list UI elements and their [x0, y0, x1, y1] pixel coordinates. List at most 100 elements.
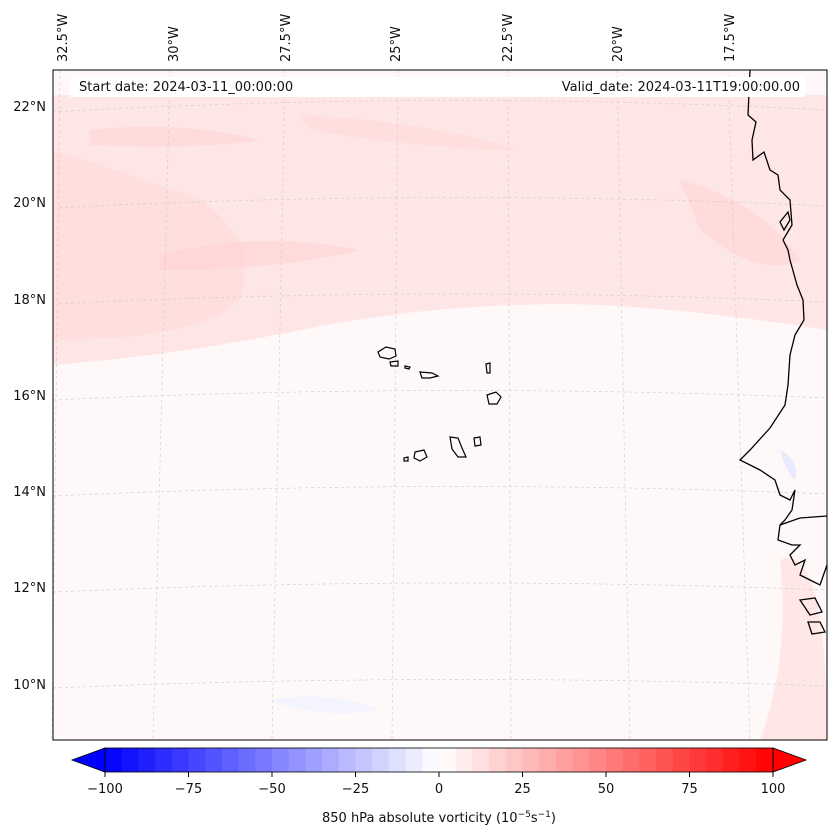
colorbar-step — [255, 748, 273, 772]
cb-tick-label: −75 — [175, 782, 202, 797]
colorbar-extend-max — [772, 747, 808, 773]
cb-tick-label: −50 — [258, 782, 285, 797]
colorbar-step — [589, 748, 607, 772]
lat-label-18n: 18°N — [13, 293, 46, 308]
colorbar-step — [171, 748, 189, 772]
colorbar-tick-labels: −100 −75 −50 −25 0 25 50 75 100 — [87, 782, 785, 797]
island-sal — [485, 362, 491, 374]
island-fogo — [413, 449, 428, 462]
colorbar-step — [155, 748, 173, 772]
cb-tick-label: 75 — [681, 782, 698, 797]
colorbar-step — [138, 748, 156, 772]
coastline-gambia-guinea — [777, 515, 828, 635]
vorticity-negative-patch-2 — [270, 696, 380, 714]
colorbar: −100 −75 −50 −25 0 25 50 75 100 850 hPa … — [70, 747, 808, 826]
cb-tick-label: 50 — [598, 782, 615, 797]
map-frame — [52, 69, 828, 741]
colorbar-step — [489, 748, 507, 772]
vorticity-streak-2 — [300, 115, 520, 150]
lon-label-30w: 30°W — [167, 26, 182, 62]
cb-tick-label: −100 — [87, 782, 123, 797]
colorbar-step — [606, 748, 624, 772]
colorbar-step — [372, 748, 390, 772]
colorbar-step — [639, 748, 657, 772]
lat-label-14n: 14°N — [13, 485, 46, 500]
colorbar-steps — [105, 748, 774, 772]
colorbar-step — [322, 748, 340, 772]
lon-label-22-5w: 22.5°W — [501, 14, 516, 62]
lon-label-17-5w: 17.5°W — [723, 14, 738, 62]
island-brava — [403, 456, 409, 462]
longitude-labels: 32.5°W 30°W 27.5°W 25°W 22.5°W 20°W 17.5… — [56, 14, 738, 62]
colorbar-step — [722, 748, 741, 772]
colorbar-step — [205, 748, 223, 772]
latitude-labels: 22°N 20°N 18°N 16°N 14°N 12°N 10°N — [13, 100, 46, 693]
island-maio — [473, 436, 482, 447]
colorbar-step — [522, 748, 540, 772]
colorbar-step — [656, 748, 674, 772]
map-panel: Start date: 2024-03-11_00:00:00 Valid_da… — [51, 69, 828, 741]
vorticity-positive-band-north — [53, 95, 827, 365]
colorbar-extend-min — [70, 747, 106, 773]
cb-tick-label: 100 — [761, 782, 786, 797]
vorticity-field — [53, 95, 827, 740]
islet-arguin — [779, 210, 791, 232]
cape-verde-islands — [377, 346, 502, 462]
island-santiago — [449, 436, 467, 458]
cb-tick-label: −25 — [342, 782, 369, 797]
island-santo-antao — [377, 346, 397, 360]
colorbar-step — [121, 748, 139, 772]
map-header-bar — [70, 77, 805, 97]
colorbar-step — [622, 748, 640, 772]
lon-label-27-5w: 27.5°W — [279, 14, 294, 62]
lat-label-16n: 16°N — [13, 389, 46, 404]
vorticity-negative-patch — [780, 450, 796, 480]
valid-date-label: Valid_date: 2024-03-11T19:00:00.00 — [562, 80, 800, 95]
island-santa-luzia — [404, 365, 411, 370]
lon-label-32-5w: 32.5°W — [56, 14, 71, 62]
island-sao-nicolau — [419, 371, 440, 379]
colorbar-step — [338, 748, 356, 772]
vorticity-streak-1 — [90, 126, 260, 147]
colorbar-step — [555, 748, 574, 772]
colorbar-step — [405, 748, 423, 772]
colorbar-step — [572, 748, 590, 772]
lat-label-12n: 12°N — [13, 581, 46, 596]
colorbar-ticks — [104, 772, 774, 777]
colorbar-title: 850 hPa absolute vorticity (10−5s−1) — [322, 810, 556, 826]
colorbar-step — [188, 748, 206, 772]
start-date-label: Start date: 2024-03-11_00:00:00 — [79, 80, 293, 95]
colorbar-step — [221, 748, 240, 772]
colorbar-step — [305, 748, 323, 772]
colorbar-step — [272, 748, 290, 772]
colorbar-step — [739, 748, 757, 772]
colorbar-step — [756, 748, 774, 772]
colorbar-step — [439, 748, 457, 772]
lat-label-20n: 20°N — [13, 196, 46, 211]
cb-tick-label: 0 — [435, 782, 443, 797]
colorbar-step — [505, 748, 523, 772]
vorticity-positive-band-west — [53, 150, 245, 340]
colorbar-step — [689, 748, 707, 772]
vorticity-streak-3 — [160, 241, 360, 270]
lat-label-10n: 10°N — [13, 678, 46, 693]
colorbar-step — [706, 748, 724, 772]
island-boa-vista — [486, 391, 502, 405]
colorbar-step — [355, 748, 373, 772]
cb-tick-label: 25 — [514, 782, 531, 797]
colorbar-step — [455, 748, 473, 772]
coastline-mauritania-senegal — [738, 69, 805, 526]
colorbar-step — [238, 748, 256, 772]
lat-label-22n: 22°N — [13, 100, 46, 115]
colorbar-step — [288, 748, 306, 772]
colorbar-step — [472, 748, 490, 772]
vorticity-coastal-band — [760, 558, 827, 740]
lon-label-25w: 25°W — [389, 26, 404, 62]
lon-label-20w: 20°W — [611, 26, 626, 62]
colorbar-step — [672, 748, 690, 772]
colorbar-step — [539, 748, 557, 772]
colorbar-step — [422, 748, 440, 772]
african-coastline — [738, 69, 828, 635]
island-sao-vicente — [389, 360, 399, 367]
